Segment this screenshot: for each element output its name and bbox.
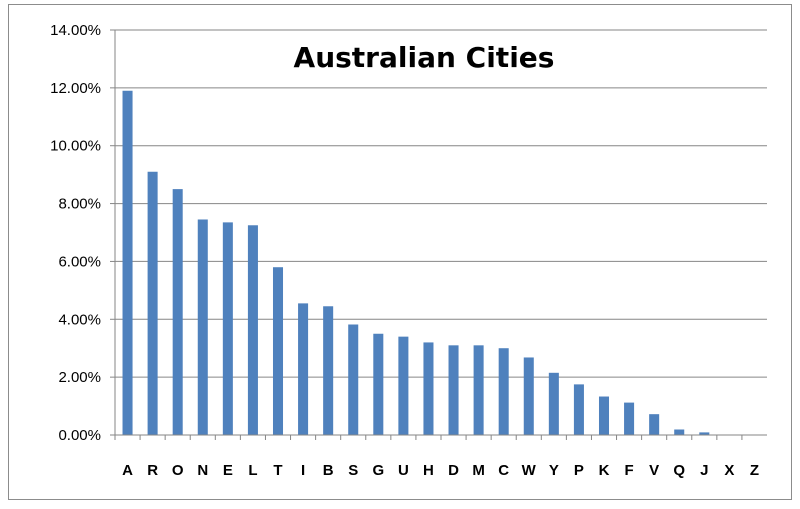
bars [122,90,710,435]
x-tick-label: T [273,462,282,479]
bar-F [624,402,635,435]
bar-J [699,432,710,435]
bar-B [323,306,334,435]
x-tick-label: F [624,462,633,479]
bar-E [222,222,233,435]
y-tick-label: 10.00% [50,138,101,155]
x-tick-label: V [649,462,659,479]
x-tick-label: A [122,462,133,479]
bar-S [348,324,359,435]
x-tick-label: U [398,462,409,479]
bar-N [197,219,208,435]
axes [114,30,767,436]
y-tick-label: 6.00% [58,253,101,270]
chart-title: Australian Cities [294,41,555,74]
bar-T [272,267,284,435]
x-tick-label: Y [549,462,559,479]
x-tick-label: I [301,462,305,479]
bar-M [473,345,484,435]
x-tick-label: G [372,462,384,479]
bar-R [147,171,158,435]
y-tick-label: 14.00% [50,22,101,39]
bar-O [172,189,183,435]
x-tick-label: D [448,462,459,479]
bar-L [247,225,258,435]
x-tick-label: H [423,462,434,479]
x-tick-label: N [197,462,208,479]
bar-K [598,396,610,435]
bar-U [398,336,409,435]
x-tick-label: B [323,462,334,479]
x-tick-label: E [223,462,233,479]
x-tick-label: O [172,462,184,479]
bar-G [373,333,384,435]
x-tick-label: Q [673,462,685,479]
x-tick-label: J [700,462,708,479]
bar-Y [548,372,559,435]
x-tick-label: P [574,462,584,479]
y-tick-label: 0.00% [58,427,101,444]
x-tick-label: W [522,462,537,479]
x-tick-label: C [498,462,509,479]
gridlines [110,29,767,440]
bar-H [423,342,434,435]
x-tick-label: L [248,462,257,479]
y-tick-label: 2.00% [58,369,101,386]
bar-V [649,414,660,435]
x-tick-label: Z [750,462,759,479]
x-tick-label: X [724,462,734,479]
y-tick-labels: 0.00% 2.00% 4.00% 6.00% 8.00% 10.00% 12.00% 14.… [50,22,101,444]
bar-P [573,384,584,435]
bar-W [523,357,534,435]
bar-A [122,90,133,435]
bar-D [448,345,459,435]
bar-I [298,303,309,435]
y-tick-label: 8.00% [58,196,101,213]
x-tick-label: R [147,462,158,479]
bar-Q [674,429,685,435]
y-tick-label: 4.00% [58,311,101,328]
x-tick-label: M [472,462,485,479]
y-tick-label: 12.00% [50,80,101,97]
bar-C [498,348,509,435]
x-tick-label: K [599,462,610,479]
x-tick-label: S [348,462,358,479]
